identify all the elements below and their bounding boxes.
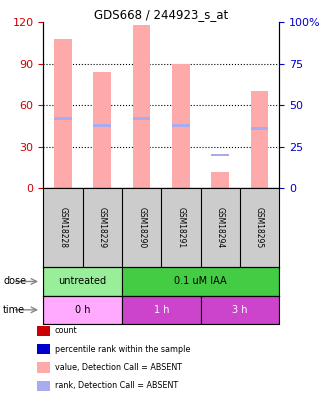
Bar xyxy=(122,296,201,324)
Text: 0.1 uM IAA: 0.1 uM IAA xyxy=(174,277,227,286)
Text: 1 h: 1 h xyxy=(153,305,169,315)
Text: GSM18295: GSM18295 xyxy=(255,207,264,248)
Text: percentile rank within the sample: percentile rank within the sample xyxy=(55,345,190,354)
Bar xyxy=(133,25,151,188)
Bar xyxy=(122,267,279,296)
Text: GSM18291: GSM18291 xyxy=(177,207,186,248)
Bar xyxy=(172,124,190,127)
Text: 0 h: 0 h xyxy=(75,305,91,315)
Bar xyxy=(93,124,111,127)
Text: 3 h: 3 h xyxy=(232,305,248,315)
Title: GDS668 / 244923_s_at: GDS668 / 244923_s_at xyxy=(94,8,229,21)
Bar xyxy=(212,154,229,156)
Bar xyxy=(251,127,268,130)
Text: value, Detection Call = ABSENT: value, Detection Call = ABSENT xyxy=(55,363,182,372)
Text: rank, Detection Call = ABSENT: rank, Detection Call = ABSENT xyxy=(55,381,178,390)
Text: time: time xyxy=(3,305,25,315)
Bar xyxy=(54,39,72,188)
Bar xyxy=(43,296,122,324)
Text: GSM18228: GSM18228 xyxy=(58,207,67,248)
Bar xyxy=(54,117,72,120)
Bar xyxy=(251,92,268,188)
Bar xyxy=(43,267,122,296)
Bar xyxy=(133,117,151,120)
Bar xyxy=(212,172,229,188)
Text: GSM18229: GSM18229 xyxy=(98,207,107,248)
Text: untreated: untreated xyxy=(59,277,107,286)
Bar xyxy=(201,296,279,324)
Text: count: count xyxy=(55,326,77,335)
Text: dose: dose xyxy=(3,277,26,286)
Bar xyxy=(93,72,111,188)
Bar xyxy=(172,64,190,188)
Text: GSM18290: GSM18290 xyxy=(137,207,146,248)
Text: GSM18294: GSM18294 xyxy=(216,207,225,248)
